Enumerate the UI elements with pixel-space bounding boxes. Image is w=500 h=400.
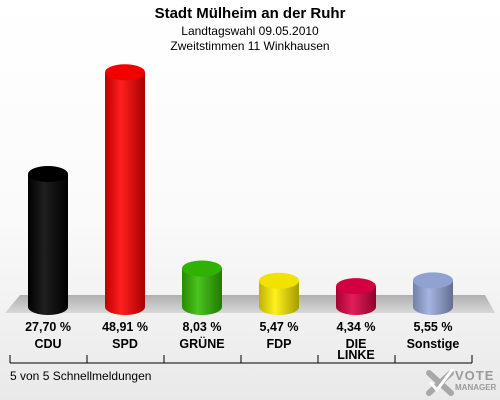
bar-die-linke (336, 278, 376, 315)
value-label: 5,55 % (414, 320, 453, 334)
bar-top (413, 272, 453, 289)
status-footer: 5 von 5 Schnellmeldungen (10, 369, 152, 383)
logo-word-manager: MANAGER (455, 383, 497, 392)
bar-fdp (259, 272, 299, 315)
bar-body (182, 268, 222, 315)
bar-cdu (28, 166, 68, 315)
bar-top (28, 166, 68, 183)
bar-grüne (182, 260, 222, 315)
bar-body (105, 72, 145, 316)
bar-top (105, 64, 145, 81)
bar-top (336, 278, 376, 295)
value-label: 8,03 % (183, 320, 222, 334)
logo-word-vote: VOTE (455, 368, 495, 383)
bar-body (259, 280, 299, 315)
bar-body (28, 174, 68, 315)
category-label: DIE (346, 337, 367, 351)
category-label: GRÜNE (179, 336, 224, 351)
chart-subtitle-date: Landtagswahl 09.05.2010 (181, 24, 319, 38)
category-label: Sonstige (407, 337, 460, 351)
bar-body (413, 280, 453, 315)
bar-sonstige (413, 272, 453, 315)
vote-manager-logo: VOTE MANAGER (425, 365, 497, 397)
chart-title: Stadt Mülheim an der Ruhr (154, 5, 346, 22)
chart-subtitle-district: Zweitstimmen 11 Winkhausen (170, 39, 330, 53)
bar-top (182, 260, 222, 277)
checkmark-x-icon (426, 368, 454, 396)
category-label: SPD (112, 337, 138, 351)
value-label: 48,91 % (102, 320, 148, 334)
value-label: 27,70 % (25, 320, 71, 334)
value-label: 5,47 % (260, 320, 299, 334)
value-label: 4,34 % (337, 320, 376, 334)
bar-top (259, 272, 299, 289)
category-label: LINKE (337, 348, 375, 362)
category-label: CDU (34, 337, 61, 351)
category-label: FDP (267, 337, 292, 351)
bar-body (336, 286, 376, 315)
bar-spd (105, 64, 145, 316)
